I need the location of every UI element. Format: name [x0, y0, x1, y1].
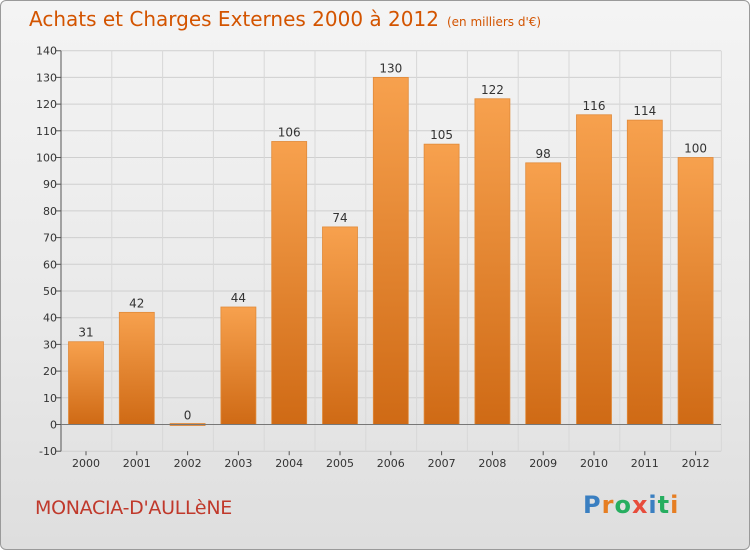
chart-title: Achats et Charges Externes 2000 à 2012 (e…: [29, 7, 541, 31]
bar: [677, 157, 714, 425]
bar: [626, 119, 663, 425]
y-tick-label: 50: [43, 285, 57, 298]
data-label: 31: [78, 326, 93, 340]
x-tick-label: 2009: [529, 457, 557, 470]
y-tick-label: -10: [39, 445, 57, 458]
bar: [423, 143, 460, 425]
data-label: 0: [184, 409, 192, 423]
bar-layer: 31 42 0 44 106 74 130 105 122 98 116 114 100: [68, 61, 714, 426]
bar: [118, 311, 155, 425]
y-tick-label: 60: [43, 258, 57, 271]
x-tick-label: 2010: [580, 457, 608, 470]
proxiti-logo[interactable]: Proxiti: [583, 491, 680, 519]
chart-title-text: Achats et Charges Externes 2000 à 2012: [29, 7, 439, 31]
data-label: 105: [430, 128, 453, 142]
x-tick-label: 2004: [275, 457, 303, 470]
y-tick-label: 0: [50, 419, 57, 432]
bar: [474, 98, 511, 425]
data-label: 42: [129, 296, 144, 310]
data-label: 100: [684, 142, 707, 156]
y-tick-label: 140: [36, 45, 57, 58]
x-tick-label: 2000: [72, 457, 100, 470]
y-tick-label: 20: [43, 365, 57, 378]
y-tick-label: 130: [36, 71, 57, 84]
y-tick-label: 90: [43, 178, 57, 191]
bar: [68, 341, 104, 425]
bar: [576, 114, 612, 425]
y-tick-label: 100: [36, 152, 57, 165]
x-tick-label: 2012: [682, 457, 710, 470]
y-tick-label: 40: [43, 312, 57, 325]
x-tick-label: 2008: [478, 457, 506, 470]
data-label: 98: [536, 147, 551, 161]
data-label: 114: [633, 104, 656, 118]
x-tick-label: 2005: [326, 457, 354, 470]
y-tick-label: 110: [36, 125, 57, 138]
data-label: 122: [481, 83, 504, 97]
data-label: 106: [278, 125, 301, 139]
data-label: 116: [583, 99, 606, 113]
data-label: 74: [332, 211, 347, 225]
x-tick-label: 2002: [174, 457, 202, 470]
data-label: 130: [379, 61, 402, 75]
y-tick-label: 120: [36, 98, 57, 111]
bar: [525, 162, 562, 425]
bar: [271, 141, 308, 425]
city-name: MONACIA-D'AULLèNE: [35, 497, 232, 519]
data-label: 44: [231, 291, 246, 305]
axis-layer: -10 0 10 20 30 40 50 60 70 80 90 100 110 120 130 140 200…: [36, 45, 721, 470]
x-tick-label: 2011: [631, 457, 659, 470]
x-tick-label: 2001: [123, 457, 151, 470]
x-tick-label: 2007: [428, 457, 456, 470]
y-tick-label: 70: [43, 232, 57, 245]
y-tick-label: 30: [43, 338, 57, 351]
x-tick-label: 2006: [377, 457, 405, 470]
bar: [372, 77, 409, 425]
bar: [220, 306, 257, 425]
bar: [322, 226, 358, 425]
chart-unit: (en milliers d'€): [446, 15, 542, 29]
x-tick-label: 2003: [224, 457, 252, 470]
y-tick-label: 80: [43, 205, 57, 218]
y-tick-label: 10: [43, 392, 57, 405]
